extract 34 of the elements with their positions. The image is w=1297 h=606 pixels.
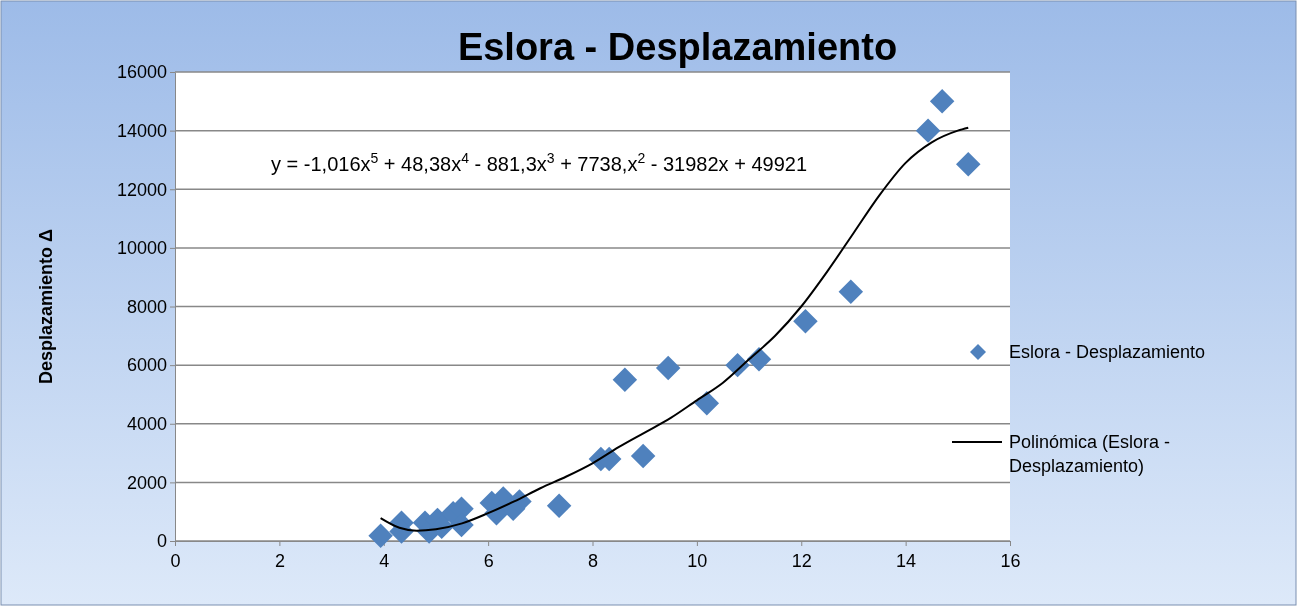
- point: [630, 443, 656, 469]
- y-tick-label: 14000: [116, 120, 167, 141]
- x-tick-label: 4: [379, 551, 390, 571]
- x-tick-label: 2: [274, 551, 285, 571]
- x-tick-label: 12: [791, 551, 812, 571]
- point: [929, 89, 955, 114]
- x-tick-label: 8: [587, 551, 599, 571]
- y-axis-title: Desplazamiento Δ: [36, 228, 56, 384]
- text: y = -1,016x$^{5}$ + 48,38x$^{4}$ - 881,3x$^{3}$ + 7738,x$^{2}$ - 31982x + 49921: [271, 150, 808, 175]
- y-tick-label: 8000: [126, 296, 167, 317]
- legend-label: Eslora - Desplazamiento: [1009, 342, 1206, 362]
- point: [612, 367, 638, 393]
- point: [956, 152, 981, 177]
- x-tick-label: 6: [483, 551, 494, 571]
- y-tick-label: 16000: [116, 62, 167, 83]
- y-tick-label: 12000: [116, 179, 167, 200]
- y-tick-label: 10000: [116, 238, 167, 259]
- legend-label: Polinómica (Eslora - Desplazamiento): [1009, 432, 1171, 476]
- x-tick-label: 16: [1000, 551, 1021, 571]
- x-tick-label: 14: [896, 551, 917, 571]
- point: [655, 355, 681, 381]
- point: [915, 118, 941, 143]
- y-tick-label: 6000: [126, 355, 167, 376]
- point: [368, 523, 393, 548]
- point: [694, 390, 720, 416]
- point: [838, 279, 864, 305]
- chart-title: Eslora - Desplazamiento: [457, 26, 898, 68]
- point: [793, 308, 818, 334]
- y-tick-label: 0: [156, 531, 167, 552]
- x-tick-label: 10: [687, 551, 708, 571]
- y-tick-label: 4000: [126, 414, 167, 435]
- y-tick-label: 2000: [126, 472, 167, 493]
- point: [546, 493, 572, 519]
- x-tick-label: 0: [170, 551, 181, 571]
